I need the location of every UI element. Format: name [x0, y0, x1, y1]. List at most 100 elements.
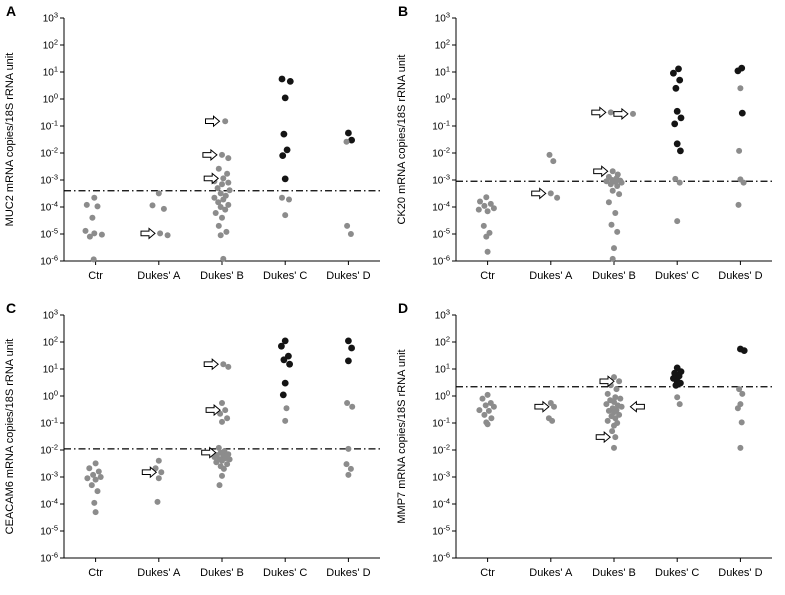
data-point	[83, 201, 90, 208]
data-point	[286, 360, 293, 368]
data-point	[490, 205, 497, 212]
data-point	[485, 407, 492, 414]
data-point	[88, 482, 95, 489]
y-tick-label: 10-4	[40, 200, 58, 214]
open-arrow-marker	[531, 187, 547, 200]
data-point	[281, 94, 289, 102]
data-point	[483, 233, 490, 240]
panel-letter: D	[398, 300, 408, 316]
data-point	[674, 394, 681, 401]
open-arrow-marker	[534, 400, 550, 413]
x-category-label: Dukes' D	[718, 270, 762, 282]
data-point	[220, 255, 227, 262]
y-tick-label: 100	[43, 389, 58, 403]
open-arrow-marker	[593, 165, 609, 178]
open-arrow-marker	[203, 358, 219, 371]
data-point	[158, 469, 165, 476]
data-point	[220, 361, 227, 368]
data-point	[164, 232, 171, 239]
data-point	[481, 411, 488, 418]
data-point	[223, 228, 230, 235]
data-point	[484, 248, 491, 255]
data-point	[347, 231, 354, 237]
x-category-label: Dukes' A	[137, 567, 181, 579]
y-tick-label: 101	[43, 65, 58, 79]
data-point	[677, 114, 685, 122]
data-point	[616, 378, 623, 385]
y-tick-label: 10-6	[432, 551, 450, 565]
data-point	[613, 386, 620, 393]
data-point	[90, 256, 97, 263]
y-tick-label: 10-3	[40, 470, 58, 484]
data-point	[82, 227, 89, 234]
data-point	[554, 194, 561, 201]
y-tick-label: 10-1	[432, 416, 450, 430]
y-tick-label: 10-4	[432, 497, 450, 511]
data-point	[740, 347, 748, 354]
data-point	[278, 75, 286, 83]
data-point	[735, 201, 742, 208]
data-point	[348, 344, 355, 352]
data-point	[217, 190, 224, 197]
data-point	[219, 181, 225, 188]
open-arrow-marker	[595, 431, 611, 444]
open-arrow-marker	[205, 404, 221, 417]
data-point	[222, 206, 229, 213]
data-point	[488, 415, 495, 422]
data-point	[480, 222, 487, 229]
data-point	[673, 107, 681, 115]
data-point	[286, 196, 292, 203]
panel-B-chart: 103 102 101 100 10-1 10-2 10-3 10-4 10-5 10-6 Ctr D…	[396, 3, 772, 282]
data-point	[737, 444, 744, 451]
data-point	[617, 395, 624, 402]
data-point	[279, 194, 285, 201]
x-category-label: Dukes' C	[655, 270, 699, 282]
x-category-label: Ctr	[480, 270, 495, 282]
y-tick-label: 101	[435, 65, 450, 79]
data-point	[212, 210, 219, 216]
data-point	[604, 417, 611, 424]
x-category-label: Ctr	[88, 567, 103, 579]
data-point	[675, 372, 683, 380]
data-point	[605, 199, 612, 206]
data-point	[92, 509, 99, 516]
data-point	[734, 405, 741, 412]
open-arrow-marker	[141, 466, 158, 479]
x-category-label: Dukes' A	[529, 270, 573, 282]
y-tick-label: 10-5	[432, 227, 450, 241]
y-tick-label: 10-1	[40, 416, 58, 430]
panel-D-chart: 103 102 101 100 10-1 10-2 10-3 10-4 10-5 10-6 Ctr D…	[396, 300, 772, 579]
open-arrow-marker	[613, 107, 629, 120]
panel-letter: A	[6, 3, 16, 19]
data-point	[343, 138, 350, 145]
data-point	[618, 403, 625, 410]
data-point	[211, 194, 218, 201]
data-point	[222, 407, 229, 414]
data-point	[281, 175, 289, 183]
y-tick-label: 10-1	[40, 119, 58, 133]
data-point	[675, 65, 682, 73]
data-point	[605, 407, 612, 414]
data-point	[91, 194, 98, 201]
data-point	[217, 232, 224, 239]
data-point	[224, 415, 231, 422]
data-point	[549, 417, 556, 424]
data-point	[607, 181, 614, 188]
open-arrow-marker	[205, 115, 221, 128]
open-arrow-marker	[591, 106, 607, 119]
y-tick-label: 10-4	[40, 497, 58, 511]
data-point	[672, 175, 679, 182]
data-point	[481, 202, 488, 209]
data-point	[86, 233, 93, 240]
data-point	[155, 190, 162, 197]
data-point	[283, 146, 291, 154]
data-point	[737, 85, 744, 92]
data-point	[160, 205, 167, 212]
y-tick-label: 10-6	[40, 254, 58, 268]
panel-letter: B	[398, 3, 408, 19]
data-point	[226, 187, 233, 194]
open-arrow-marker	[201, 446, 217, 459]
data-point	[477, 198, 483, 205]
x-category-label: Dukes' B	[200, 567, 244, 579]
y-tick-label: 10-5	[40, 524, 58, 538]
